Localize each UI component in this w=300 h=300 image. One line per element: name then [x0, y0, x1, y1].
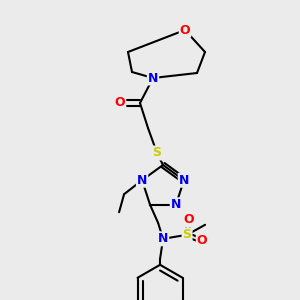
Text: O: O — [115, 97, 125, 110]
Text: S: S — [152, 146, 161, 160]
Text: O: O — [197, 234, 207, 247]
Text: N: N — [137, 174, 147, 187]
Text: N: N — [148, 71, 158, 85]
Text: S: S — [183, 228, 192, 241]
Text: N: N — [171, 198, 181, 211]
Text: O: O — [184, 213, 194, 226]
Text: N: N — [179, 174, 189, 187]
Text: O: O — [180, 23, 190, 37]
Text: N: N — [158, 232, 168, 245]
